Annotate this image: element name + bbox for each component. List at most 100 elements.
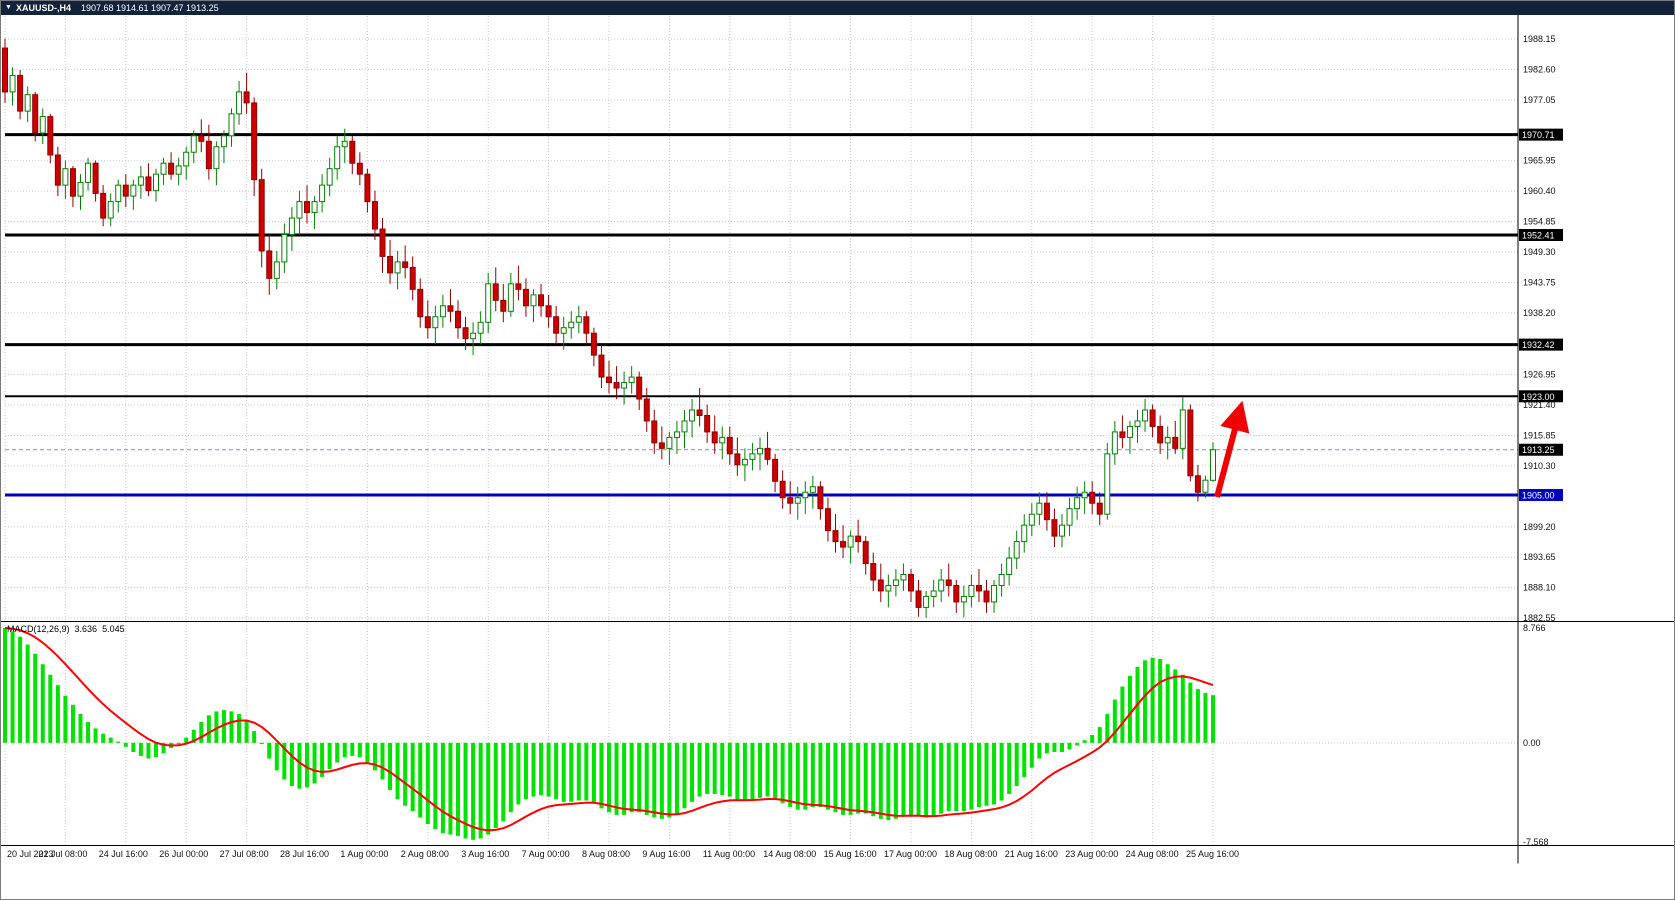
candle-body (1013, 541, 1020, 559)
chevron-down-icon[interactable]: ▼ (5, 4, 12, 11)
macd-bar (1143, 660, 1148, 743)
price-axis-label: 1977.05 (1523, 95, 1556, 105)
price-tag-text: 1952.41 (1522, 230, 1555, 240)
macd-bar (674, 742, 679, 814)
macd-bar (878, 742, 883, 819)
candle-body (809, 486, 816, 493)
macd-bar (433, 742, 438, 830)
candle-body (568, 321, 575, 329)
macd-bar (297, 742, 302, 789)
candle-body (371, 201, 378, 230)
trend-arrow[interactable] (1214, 400, 1250, 498)
candle-body (54, 154, 61, 186)
candle-body (1111, 431, 1118, 455)
price-axis-label: 1888.10 (1523, 583, 1556, 593)
candle-body (394, 261, 401, 274)
price-tag-text: 1905.00 (1522, 490, 1555, 500)
candle-body (636, 376, 643, 400)
candle-body (689, 409, 696, 422)
time-axis-label: 11 Aug 00:00 (703, 849, 755, 859)
macd-bar (471, 742, 476, 840)
macd-bar (1007, 742, 1012, 794)
time-axis-label: 23 Aug 00:00 (1065, 849, 1118, 859)
candle-body (251, 102, 258, 181)
candle-body (85, 162, 92, 183)
horizontal-levels[interactable] (5, 133, 1518, 497)
candle-body (492, 283, 499, 301)
time-axis-label: 18 Aug 08:00 (944, 849, 997, 859)
macd-bar (388, 742, 393, 791)
macd-bar (199, 721, 204, 743)
candle-body (749, 453, 756, 460)
macd-bar (1188, 682, 1193, 743)
macd-indicator (3, 627, 1215, 840)
candle-body (583, 316, 590, 334)
candle-body (500, 299, 507, 312)
candle-body (326, 168, 333, 186)
candle-body (908, 574, 914, 592)
candle-body (507, 283, 514, 312)
macd-bar (607, 742, 611, 813)
candle-body (77, 181, 84, 197)
candle-body (711, 431, 718, 444)
macd-bar (516, 742, 521, 805)
macd-bar (1195, 689, 1200, 743)
macd-bar (637, 742, 642, 813)
candle-body (17, 74, 24, 112)
macd-main-value: 3.636 (74, 624, 98, 634)
macd-bar (992, 742, 997, 805)
macd-bar (48, 674, 53, 743)
macd-bar (305, 742, 309, 788)
candle-body (485, 283, 492, 323)
macd-bar (818, 742, 823, 808)
macd-bar (86, 721, 91, 743)
arrow-annotation[interactable] (1214, 400, 1250, 498)
candle-body (432, 316, 439, 329)
candle-body (1028, 513, 1035, 526)
macd-bar (924, 742, 929, 818)
macd-bar (1097, 727, 1102, 743)
candle-body (175, 165, 182, 175)
macd-bar (659, 742, 664, 819)
candle-body (439, 305, 446, 318)
macd-bar (599, 742, 604, 809)
candle-body (560, 327, 567, 334)
macd-bar (961, 742, 966, 811)
price-axis-label: 1982.60 (1523, 64, 1556, 74)
candle-body (213, 146, 220, 170)
macd-bar (33, 653, 38, 743)
macd-bar (214, 711, 219, 743)
candle-body (802, 491, 809, 499)
candle-body (236, 91, 243, 115)
macd-bar (55, 685, 60, 743)
candle-body (1202, 479, 1209, 493)
candlesticks (2, 38, 1216, 618)
macd-bar (206, 715, 211, 743)
price-axis-label: 1949.30 (1523, 247, 1556, 257)
candle-body (1081, 491, 1088, 499)
candle-body (1006, 557, 1013, 576)
macd-bar (229, 711, 234, 743)
macd-bar (742, 742, 747, 801)
macd-bar (456, 742, 460, 836)
candle-body (153, 173, 159, 192)
macd-bar (969, 742, 974, 810)
macd-bar (3, 628, 7, 743)
macd-bar (750, 742, 755, 800)
macd-bar (146, 742, 151, 759)
macd-bar (629, 742, 634, 813)
time-axis-label: 21 Jul 08:00 (38, 849, 87, 859)
candle-body (621, 382, 628, 389)
candle-body (1036, 502, 1043, 515)
candle-body (69, 168, 76, 197)
candle-body (198, 135, 205, 142)
time-axis-label: 20 Jul 2023 (7, 849, 54, 859)
macd-bar (788, 742, 793, 808)
macd-bar (591, 742, 596, 804)
macd-bar (886, 742, 891, 821)
macd-bar (554, 742, 559, 800)
candle-body (2, 47, 8, 93)
macd-bar (1112, 699, 1117, 743)
